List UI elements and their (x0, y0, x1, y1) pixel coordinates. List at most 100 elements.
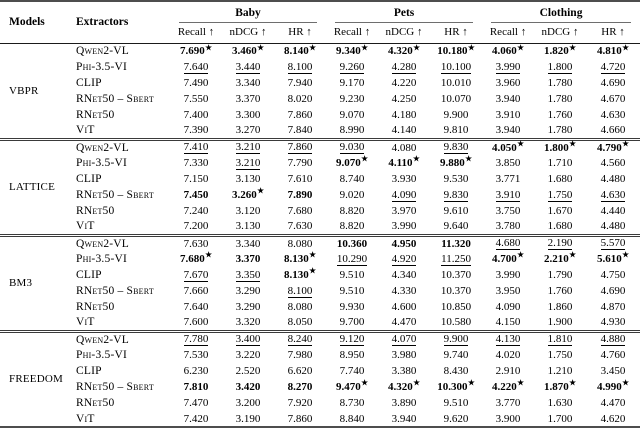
metric-value: 1.800★ (544, 139, 577, 154)
metric-value: 1.900 (547, 316, 573, 329)
section-bm3: BM3 Qwen2-VL 7.630 3.340 8.080 10.360 4.950 11.… (0, 235, 640, 331)
metric-value: 4.150 (495, 316, 521, 329)
metric-value: 1.710 (547, 157, 573, 169)
metric-value: 3.300 (235, 109, 261, 121)
metric-value: 8.020 (287, 93, 313, 105)
extractor-label: RNet50 (76, 301, 115, 313)
metric-value: 7.670 (183, 268, 209, 282)
metric-value: 3.771 (495, 173, 521, 185)
table-row: RNet50 7.470 3.200 7.920 8.730 3.890 9.510 3.77… (0, 395, 640, 411)
metric-value: 4.690 (600, 77, 626, 89)
metric-value: 4.320★ (388, 378, 421, 393)
table-row: BM3 Qwen2-VL 7.630 3.340 8.080 10.360 4.950 11.… (0, 235, 640, 289)
significance-star-icon: ★ (257, 186, 264, 196)
metric-value: 8.050 (287, 316, 313, 329)
metric-value: 4.110★ (388, 154, 420, 169)
metric-value: 9.640 (443, 220, 469, 233)
extractor-label: Qwen2-VL (76, 333, 130, 346)
metric-value: 4.330 (391, 285, 417, 297)
metric-value: 8.430 (443, 365, 469, 377)
metric-value: 4.480 (600, 173, 626, 185)
metric-value: 7.600 (183, 316, 209, 329)
column-header-extractors: Extractors (76, 16, 129, 29)
metric-value: 4.020 (495, 349, 521, 361)
metric-value: 7.200 (183, 220, 209, 233)
metric-value: 1.760 (547, 285, 573, 297)
metric-value: 8.730 (339, 397, 365, 409)
metric-value: 3.130 (235, 220, 261, 233)
significance-star-icon: ★ (622, 250, 630, 260)
metric-value: 2.520 (235, 365, 261, 377)
metric-value: 4.250 (391, 93, 417, 105)
metric-value: 7.470 (183, 397, 209, 409)
metric-value: 4.480 (600, 220, 626, 233)
significance-star-icon: ★ (569, 139, 577, 149)
table-row: CLIP 7.490 3.340 7.940 9.170 4.220 10.010 3.960… (0, 75, 640, 91)
metric-value: 3.970 (391, 205, 417, 217)
metric-value: 10.580 (440, 316, 472, 329)
metric-value: 6.230 (183, 365, 209, 377)
metric-value: 7.680★ (180, 250, 212, 265)
metric-value: 4.700★ (492, 250, 525, 265)
metric-value: 8.100 (287, 284, 313, 298)
table-row: RNet50 7.400 3.300 7.860 9.070 4.180 9.900 3.91… (0, 107, 640, 123)
metric-value: 1.780 (547, 124, 573, 137)
metric-value: 9.510 (443, 397, 469, 409)
group-header-clothing: Clothing (482, 1, 640, 24)
metric-value: 3.210 (235, 141, 261, 155)
metric-value: 3.910 (495, 109, 521, 121)
metric-value: 3.960 (495, 77, 521, 89)
metric-value: 3.220 (235, 349, 261, 361)
metric-value: 7.640 (183, 60, 209, 74)
metric-value: 7.860 (287, 109, 313, 121)
metric-header-hr: HR ↑ (444, 26, 468, 39)
extractor-label: ViT (76, 316, 95, 329)
metric-value: 9.900 (443, 333, 469, 347)
metric-value: 7.450 (183, 189, 209, 201)
metric-header-recall: Recall ↑ (489, 26, 527, 39)
metric-value: 8.130★ (284, 250, 316, 265)
metric-value: 9.700 (339, 316, 365, 329)
column-header-models: Models (9, 16, 45, 29)
significance-star-icon: ★ (413, 42, 421, 52)
metric-value: 10.010 (440, 77, 472, 89)
metric-value: 10.070 (440, 93, 472, 105)
metric-value: 7.550 (183, 93, 209, 105)
metric-value: 1.780 (547, 93, 573, 105)
metric-value: 4.440 (600, 205, 626, 217)
metric-value: 3.340 (235, 237, 261, 250)
results-table: Models Extractors Baby Pets Clothing Rec… (0, 0, 640, 428)
metric-value: 7.530 (183, 349, 209, 361)
metric-value: 3.370 (235, 253, 261, 265)
metric-value: 1.760 (547, 109, 573, 121)
metric-value: 7.860 (287, 412, 313, 425)
group-header-baby: Baby (170, 1, 326, 24)
metric-value: 3.210 (235, 156, 261, 170)
group-header-row: Models Extractors Baby Pets Clothing (0, 1, 640, 28)
metric-value: 9.620 (443, 412, 469, 425)
metric-value: 7.330 (183, 157, 209, 169)
metric-value: 8.130★ (284, 266, 316, 281)
significance-star-icon: ★ (517, 250, 525, 260)
metric-value: 9.470★ (336, 378, 369, 393)
metric-value: 4.790★ (597, 139, 630, 154)
significance-star-icon: ★ (622, 139, 630, 149)
significance-star-icon: ★ (468, 42, 475, 52)
metric-value: 3.450 (600, 365, 626, 377)
metric-value: 7.940 (287, 77, 313, 89)
metric-value: 7.860 (287, 141, 313, 155)
table-row: Phi-3.5-VI 7.640 3.440 8.100 9.260 4.280 10.10… (0, 59, 640, 75)
metric-value: 7.630 (287, 220, 313, 233)
extractor-label: ViT (76, 124, 95, 137)
metric-value: 4.470 (600, 397, 626, 409)
metric-value: 4.630 (600, 188, 626, 202)
section-vbpr: VBPR Qwen2-VL 7.690★ 3.460★ 8.140★ 9.340★ 4.32… (0, 43, 640, 139)
metric-value: 7.690★ (180, 42, 212, 58)
metric-value: 7.400 (183, 109, 209, 121)
significance-star-icon: ★ (309, 250, 316, 260)
metric-value: 9.610 (443, 205, 469, 217)
metric-value: 3.290 (235, 301, 261, 313)
metric-value: 1.750 (547, 349, 573, 361)
table-row: Phi-3.5-VI 7.530 3.220 7.980 8.950 3.980 9.740… (0, 347, 640, 363)
metric-value: 8.080 (287, 237, 313, 250)
